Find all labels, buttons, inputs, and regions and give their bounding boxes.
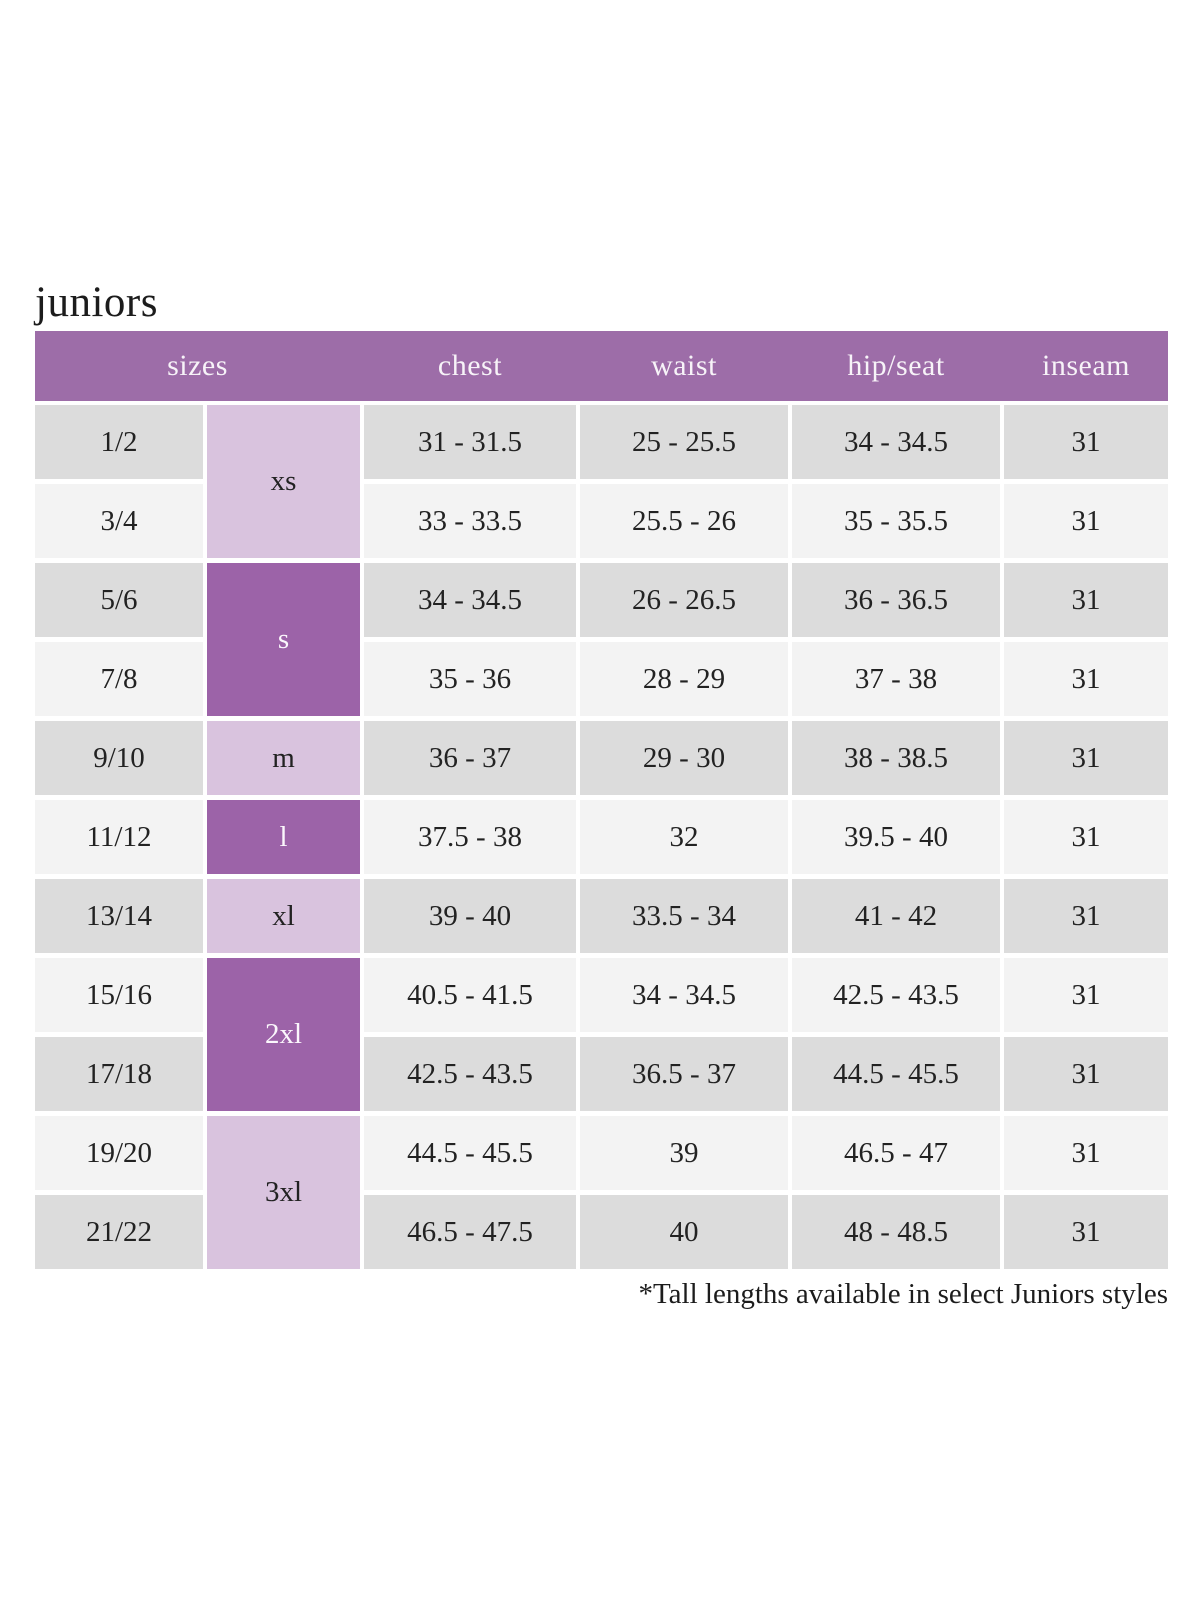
- size-table-body: 1/2 31 - 31.5 25 - 25.5 34 - 34.5 31 3/4 33 - …: [35, 405, 1168, 1269]
- hip-seat-cell: 48 - 48.5: [792, 1195, 1000, 1269]
- hip-seat-cell: 38 - 38.5: [792, 721, 1000, 795]
- chest-cell: 35 - 36: [364, 642, 576, 716]
- waist-cell: 28 - 29: [580, 642, 788, 716]
- size-range-cell: 17/18: [35, 1037, 203, 1111]
- inseam-cell: 31: [1004, 563, 1168, 637]
- inseam-cell: 31: [1004, 642, 1168, 716]
- hip-seat-cell: 46.5 - 47: [792, 1116, 1000, 1190]
- hip-seat-cell: 44.5 - 45.5: [792, 1037, 1000, 1111]
- size-letter-cell: m: [207, 721, 360, 795]
- size-range-cell: 3/4: [35, 484, 203, 558]
- hip-seat-cell: 35 - 35.5: [792, 484, 1000, 558]
- hip-seat-cell: 36 - 36.5: [792, 563, 1000, 637]
- size-letter-cell: s: [207, 563, 360, 716]
- size-range-cell: 21/22: [35, 1195, 203, 1269]
- inseam-cell: 31: [1004, 1116, 1168, 1190]
- hip-seat-cell: 39.5 - 40: [792, 800, 1000, 874]
- hip-seat-cell: 42.5 - 43.5: [792, 958, 1000, 1032]
- inseam-cell: 31: [1004, 879, 1168, 953]
- size-range-cell: 11/12: [35, 800, 203, 874]
- size-letter-cell: 3xl: [207, 1116, 360, 1269]
- size-letter-cell: xl: [207, 879, 360, 953]
- size-letter-cell: xs: [207, 405, 360, 558]
- size-range-cell: 9/10: [35, 721, 203, 795]
- chest-cell: 36 - 37: [364, 721, 576, 795]
- waist-cell: 25.5 - 26: [580, 484, 788, 558]
- size-letter-cell: l: [207, 800, 360, 874]
- size-range-cell: 7/8: [35, 642, 203, 716]
- waist-cell: 32: [580, 800, 788, 874]
- waist-cell: 36.5 - 37: [580, 1037, 788, 1111]
- table-header-row: sizes chest waist hip/seat inseam: [35, 331, 1168, 401]
- waist-cell: 25 - 25.5: [580, 405, 788, 479]
- inseam-cell: 31: [1004, 1037, 1168, 1111]
- chest-cell: 46.5 - 47.5: [364, 1195, 576, 1269]
- column-header-sizes: sizes: [167, 349, 228, 382]
- size-letter-cell: 2xl: [207, 958, 360, 1111]
- size-range-cell: 1/2: [35, 405, 203, 479]
- column-header-chest: chest: [437, 349, 503, 382]
- column-header-inseam: inseam: [1042, 349, 1130, 382]
- waist-cell: 29 - 30: [580, 721, 788, 795]
- inseam-cell: 31: [1004, 1195, 1168, 1269]
- inseam-cell: 31: [1004, 405, 1168, 479]
- size-range-cell: 19/20: [35, 1116, 203, 1190]
- chest-cell: 37.5 - 38: [364, 800, 576, 874]
- waist-cell: 40: [580, 1195, 788, 1269]
- inseam-cell: 31: [1004, 800, 1168, 874]
- waist-cell: 33.5 - 34: [580, 879, 788, 953]
- inseam-cell: 31: [1004, 721, 1168, 795]
- chest-cell: 39 - 40: [364, 879, 576, 953]
- chest-cell: 33 - 33.5: [364, 484, 576, 558]
- inseam-cell: 31: [1004, 484, 1168, 558]
- column-header-waist: waist: [651, 349, 717, 382]
- juniors-size-table: sizes chest waist hip/seat inseam 1/2 31 …: [35, 331, 1168, 1269]
- waist-cell: 26 - 26.5: [580, 563, 788, 637]
- column-header-hip-seat: hip/seat: [847, 349, 945, 382]
- size-range-cell: 13/14: [35, 879, 203, 953]
- chest-cell: 40.5 - 41.5: [364, 958, 576, 1032]
- chest-cell: 34 - 34.5: [364, 563, 576, 637]
- footnote: *Tall lengths available in select Junior…: [638, 1278, 1168, 1310]
- chest-cell: 42.5 - 43.5: [364, 1037, 576, 1111]
- chest-cell: 31 - 31.5: [364, 405, 576, 479]
- chest-cell: 44.5 - 45.5: [364, 1116, 576, 1190]
- hip-seat-cell: 37 - 38: [792, 642, 1000, 716]
- inseam-cell: 31: [1004, 958, 1168, 1032]
- waist-cell: 39: [580, 1116, 788, 1190]
- hip-seat-cell: 41 - 42: [792, 879, 1000, 953]
- size-chart-content: juniors sizes chest waist hip/seat insea…: [35, 281, 1168, 1311]
- size-range-cell: 5/6: [35, 563, 203, 637]
- page-title: juniors: [35, 279, 158, 326]
- hip-seat-cell: 34 - 34.5: [792, 405, 1000, 479]
- size-range-cell: 15/16: [35, 958, 203, 1032]
- waist-cell: 34 - 34.5: [580, 958, 788, 1032]
